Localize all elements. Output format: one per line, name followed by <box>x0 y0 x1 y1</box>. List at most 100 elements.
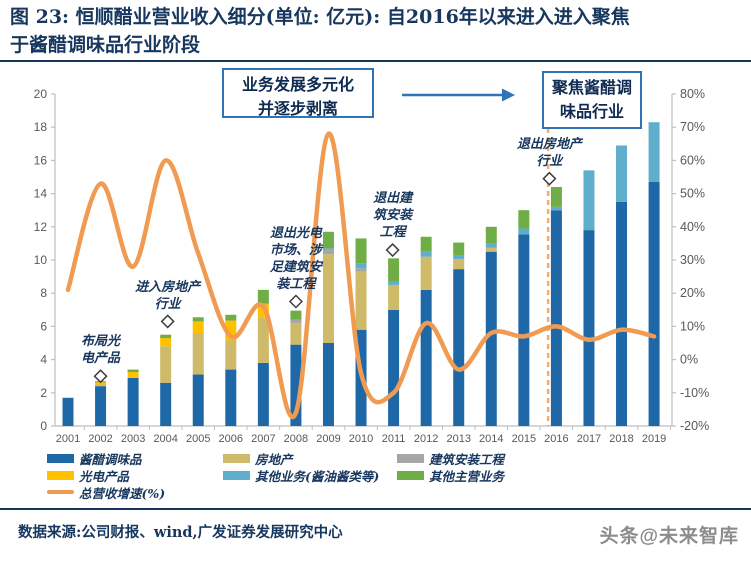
left-tick-label: 4 <box>40 353 47 367</box>
bar-segment-房地产 <box>95 384 107 387</box>
bar-segment-房地产 <box>160 346 172 383</box>
bar-segment-其他主营业务 <box>127 369 139 373</box>
event-diamond-icon <box>542 171 557 186</box>
right-tick-label: 20% <box>680 286 705 300</box>
bar-segment-其他业务(酱油酱类等) <box>388 281 400 285</box>
bar-segment-建筑安装工程 <box>355 268 367 272</box>
legend-label: 建筑安装工程 <box>429 451 505 467</box>
bar-segment-建筑安装工程 <box>290 319 302 324</box>
bar-segment-其他主营业务 <box>388 258 400 282</box>
bar-segment-房地产 <box>420 256 432 290</box>
legend-swatch-icon <box>223 470 250 480</box>
right-tick-label: 30% <box>680 253 705 267</box>
bar-segment-房地产 <box>322 254 334 343</box>
right-tick-label: 10% <box>680 319 705 333</box>
bar-segment-房地产 <box>355 271 367 330</box>
x-tick-label: 2005 <box>186 433 210 445</box>
bar-segment-其他主营业务 <box>485 226 497 244</box>
bar-segment-其他业务(酱油酱类等) <box>518 228 530 235</box>
x-tick-label: 2012 <box>414 433 438 445</box>
x-tick-label: 2009 <box>316 433 340 445</box>
x-tick-label: 2013 <box>446 433 470 445</box>
bar-segment-酱醋调味品 <box>550 210 562 426</box>
right-tick-label: 60% <box>680 153 705 167</box>
bar-segment-其他主营业务 <box>355 238 367 264</box>
x-tick-label: 2018 <box>609 433 633 445</box>
bar-segment-光电产品 <box>127 372 139 378</box>
left-tick-label: 14 <box>34 187 48 201</box>
x-tick-label: 2011 <box>382 433 406 445</box>
bar-segment-酱醋调味品 <box>290 344 302 426</box>
bar-segment-其他业务(酱油酱类等) <box>453 255 465 260</box>
right-tick-label: -10% <box>680 386 709 400</box>
right-tick-label: 80% <box>680 87 705 101</box>
bar-segment-其他主营业务 <box>322 231 334 249</box>
bar-segment-其他业务(酱油酱类等) <box>648 122 660 182</box>
bar-segment-酱醋调味品 <box>160 382 172 426</box>
legend-item: 总营收增速(%) <box>47 485 165 501</box>
bar-segment-酱醋调味品 <box>518 234 530 426</box>
bar-segment-其他业务(酱油酱类等) <box>355 263 367 269</box>
bar-segment-其他主营业务 <box>420 236 432 252</box>
chart-canvas: 0 2 4 6 8 10 12 14 16 18 20 -20% -10% 0% 10% 20% 30% 40% 5… <box>34 87 710 445</box>
left-tick-label: 0 <box>40 419 47 433</box>
legend-label: 其他业务(酱油酱类等) <box>255 468 380 484</box>
bar-segment-房地产 <box>453 259 465 270</box>
bar-segment-其他主营业务 <box>192 317 204 322</box>
right-tick-label: 40% <box>680 220 705 234</box>
legend-label: 其他主营业务 <box>429 468 505 484</box>
legend-item: 房地产 <box>223 451 293 467</box>
x-tick-label: 2003 <box>121 433 145 445</box>
bar-segment-其他主营业务 <box>160 334 172 339</box>
legend-swatch-icon <box>47 490 74 494</box>
legend-label: 酱醋调味品 <box>79 451 142 467</box>
figure-title: 图 23: 恒顺醋业营业收入细分(单位: 亿元): 自2016年以来进入进入聚焦… <box>10 6 630 56</box>
bar-segment-其他业务(酱油酱类等) <box>583 170 595 231</box>
bar-segment-其他主营业务 <box>550 186 562 207</box>
title-block: 图 23: 恒顺醋业营业收入细分(单位: 亿元): 自2016年以来进入进入聚焦… <box>0 0 751 62</box>
bar-segment-酱醋调味品 <box>648 181 660 426</box>
bar-segment-房地产 <box>225 340 237 370</box>
bar-segment-其他业务(酱油酱类等) <box>322 248 334 250</box>
stage-arrow-head-icon <box>502 88 515 102</box>
bar-segment-其他业务(酱油酱类等) <box>616 145 628 202</box>
x-tick-label: 2010 <box>349 433 373 445</box>
bar-segment-酱醋调味品 <box>583 230 595 426</box>
left-tick-label: 8 <box>40 286 47 300</box>
x-tick-label: 2007 <box>251 433 275 445</box>
bar-segment-酱醋调味品 <box>322 343 334 426</box>
legend-item: 光电产品 <box>47 468 129 484</box>
growth-line <box>65 131 657 419</box>
bar-segment-酱醋调味品 <box>225 369 237 426</box>
x-tick-label: 2008 <box>284 433 308 445</box>
event-diamond-icon <box>385 242 400 258</box>
bar-segment-酱醋调味品 <box>192 374 204 426</box>
left-tick-label: 6 <box>40 319 47 333</box>
legend-swatch-icon <box>397 470 424 480</box>
bar-segment-酱醋调味品 <box>616 201 628 426</box>
bar-segment-其他主营业务 <box>518 210 530 229</box>
bar-segment-酱醋调味品 <box>485 251 497 426</box>
bar-segment-酱醋调味品 <box>62 397 74 426</box>
bar-segment-光电产品 <box>160 338 172 347</box>
bar-segment-房地产 <box>485 247 497 252</box>
bar-segment-其他主营业务 <box>225 314 237 321</box>
bar-segment-房地产 <box>257 318 269 363</box>
left-tick-label: 16 <box>34 153 48 167</box>
x-tick-label: 2016 <box>544 433 568 445</box>
legend-swatch-icon <box>47 470 74 480</box>
right-tick-label: -20% <box>680 419 709 433</box>
x-tick-label: 2002 <box>88 433 112 445</box>
legend-item: 其他主营业务 <box>397 468 505 484</box>
legend-item: 其他业务(酱油酱类等) <box>223 468 380 484</box>
bar-segment-光电产品 <box>192 321 204 334</box>
legend-swatch-icon <box>397 453 424 463</box>
legend-swatch-icon <box>223 453 250 463</box>
chart-area: 0 2 4 6 8 10 12 14 16 18 20 -20% -10% 0% 10% 20% 30% 40% 5… <box>0 62 751 502</box>
bar-segment-其他业务(酱油酱类等) <box>485 243 497 248</box>
left-tick-label: 18 <box>34 120 48 134</box>
right-tick-label: 0% <box>680 353 698 367</box>
event-diamond-icon <box>160 314 175 329</box>
stage-label-focus: 聚焦酱醋调 味品行业 <box>542 71 642 129</box>
event-diamond-icon <box>288 294 303 309</box>
